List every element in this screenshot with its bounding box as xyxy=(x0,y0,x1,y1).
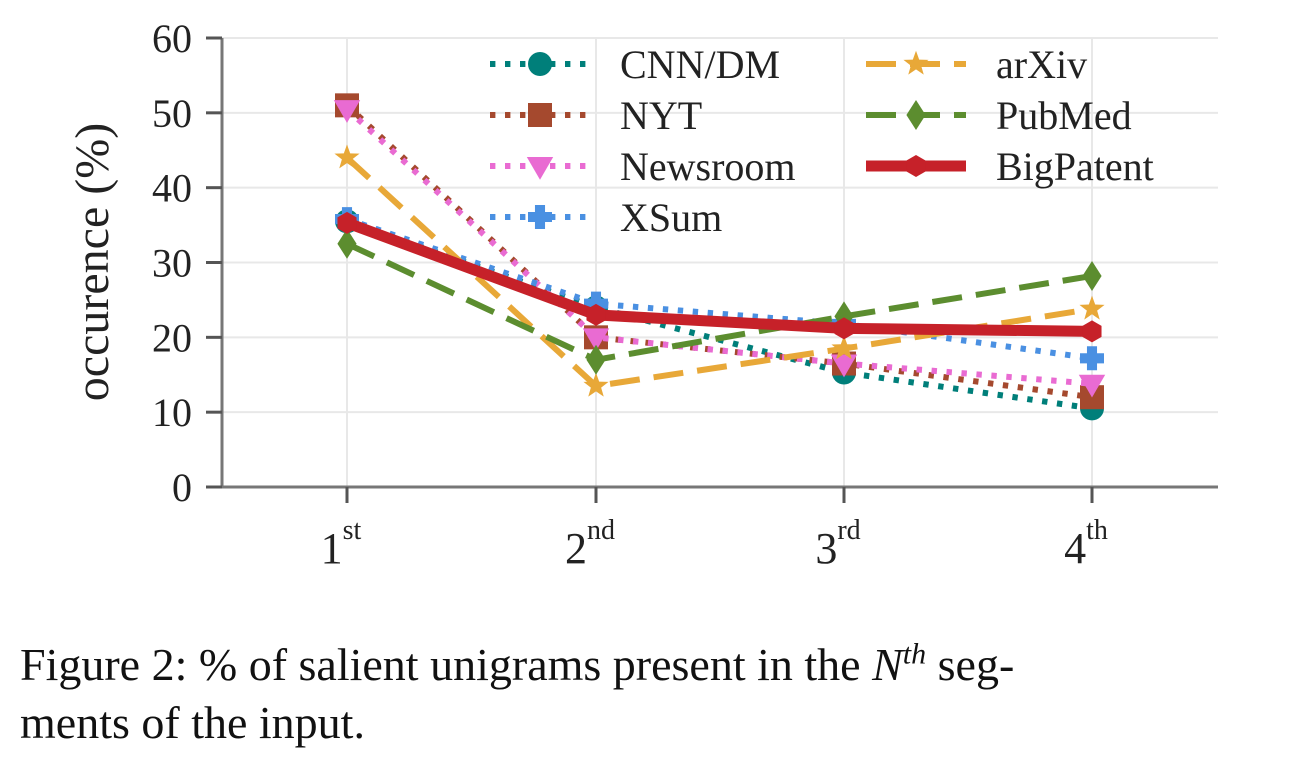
y-tick-label: 0 xyxy=(172,465,192,510)
caption-math-base: N xyxy=(872,639,903,690)
y-tick-label: 10 xyxy=(152,390,192,435)
series-line-cnn-dm xyxy=(347,221,1092,408)
data-point-pubmed xyxy=(1082,261,1101,291)
legend-label-xsum: XSum xyxy=(620,195,722,240)
y-tick-label: 40 xyxy=(152,166,192,211)
legend-item-pubmed: PubMed xyxy=(866,93,1132,138)
legend-item-newsroom: Newsroom xyxy=(490,144,796,189)
legend-marker-xsum xyxy=(528,205,552,229)
legend-label-arxiv: arXiv xyxy=(996,42,1087,87)
series-line-arxiv xyxy=(347,158,1092,386)
caption-suffix: seg- xyxy=(926,639,1014,690)
caption-line-2: ments of the input. xyxy=(20,697,365,748)
legend-item-xsum: XSum xyxy=(490,195,722,240)
x-axis-ticks: 1st 2nd 3rd 4th xyxy=(321,487,1108,573)
legend-item-cnn-dm: CNN/DM xyxy=(490,42,780,87)
legend-marker-pubmed xyxy=(906,100,925,130)
legend-marker-nyt xyxy=(528,103,552,127)
legend-label-newsroom: Newsroom xyxy=(620,144,796,189)
y-axis-ticks: 0 10 20 30 40 50 60 xyxy=(152,16,222,510)
caption-math-sup: th xyxy=(903,638,926,671)
legend-marker-cnn-dm xyxy=(528,52,552,76)
legend-item-arxiv: arXiv xyxy=(866,42,1087,87)
line-chart: 0 10 20 30 40 50 60 1st 2nd 3rd 4th occurence (%)… xyxy=(0,0,1314,620)
series-cnn-dm xyxy=(335,209,1104,420)
y-tick-label: 60 xyxy=(152,16,192,61)
legend: CNN/DM NYT Newsroom XSum arXiv PubMed BigPaten… xyxy=(490,42,1154,240)
data-point-xsum xyxy=(1080,346,1104,370)
legend-label-pubmed: PubMed xyxy=(996,93,1132,138)
y-tick-label: 50 xyxy=(152,91,192,136)
y-tick-label: 30 xyxy=(152,241,192,286)
legend-item-bigpatent: BigPatent xyxy=(866,144,1154,189)
caption-math: Nth xyxy=(872,639,926,690)
caption-prefix: Figure 2: % of salient unigrams present … xyxy=(20,639,872,690)
y-tick-label: 20 xyxy=(152,315,192,360)
legend-marker-arxiv xyxy=(903,51,928,75)
x-tick-label: 4th xyxy=(1064,515,1108,573)
legend-marker-bigpatent xyxy=(906,155,925,177)
legend-label-cnn-dm: CNN/DM xyxy=(620,42,780,87)
series-lines xyxy=(334,93,1105,420)
legend-label-nyt: NYT xyxy=(620,93,702,138)
figure-caption: Figure 2: % of salient unigrams present … xyxy=(20,636,1300,752)
x-tick-label: 2nd xyxy=(565,515,615,573)
y-axis-label: occurence (%) xyxy=(66,123,119,401)
x-tick-label: 3rd xyxy=(815,515,860,573)
legend-marker-newsroom xyxy=(527,157,553,180)
data-point-bigpatent xyxy=(1082,320,1101,342)
x-tick-label: 1st xyxy=(321,515,362,573)
legend-label-bigpatent: BigPatent xyxy=(996,144,1154,189)
